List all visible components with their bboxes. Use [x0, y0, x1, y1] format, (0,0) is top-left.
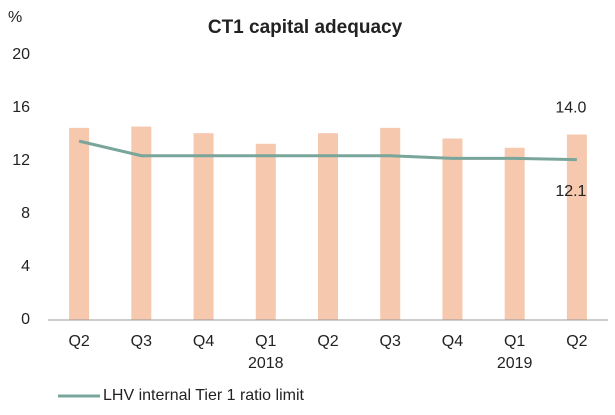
value-label: 12.1 — [555, 183, 586, 200]
x-tick-label: Q2 — [566, 333, 587, 350]
y-tick-label: 8 — [21, 205, 30, 222]
legend-label: LHV internal Tier 1 ratio limit — [103, 387, 305, 404]
y-tick-label: 12 — [12, 152, 30, 169]
bar — [255, 143, 276, 320]
x-tick-label: Q2 — [317, 333, 338, 350]
value-label: 14.0 — [555, 100, 586, 117]
x-year-label: 2018 — [248, 355, 284, 372]
line — [78, 139, 577, 162]
bar — [193, 133, 214, 320]
x-tick-label: Q1 — [504, 333, 525, 350]
bar — [442, 138, 463, 320]
bar — [380, 127, 401, 320]
x-year-label: 2019 — [497, 355, 533, 372]
y-tick-label: 0 — [21, 311, 30, 328]
y-tick-label: 20 — [12, 46, 30, 63]
bar — [504, 147, 525, 320]
bar — [566, 134, 587, 320]
y-tick-label: 4 — [21, 258, 30, 275]
x-tick-label: Q4 — [442, 333, 463, 350]
chart-title: CT1 capital adequacy — [208, 17, 403, 38]
bar — [69, 127, 90, 320]
x-tick-label: Q3 — [380, 333, 401, 350]
x-tick-label: Q1 — [255, 333, 276, 350]
x-tick-label: Q2 — [68, 333, 89, 350]
y-unit: % — [8, 9, 22, 26]
y-tick-label: 16 — [12, 99, 30, 116]
bar — [318, 133, 338, 320]
x-tick-label: Q4 — [193, 333, 214, 350]
x-tick-label: Q3 — [131, 333, 152, 350]
bar — [131, 126, 152, 320]
